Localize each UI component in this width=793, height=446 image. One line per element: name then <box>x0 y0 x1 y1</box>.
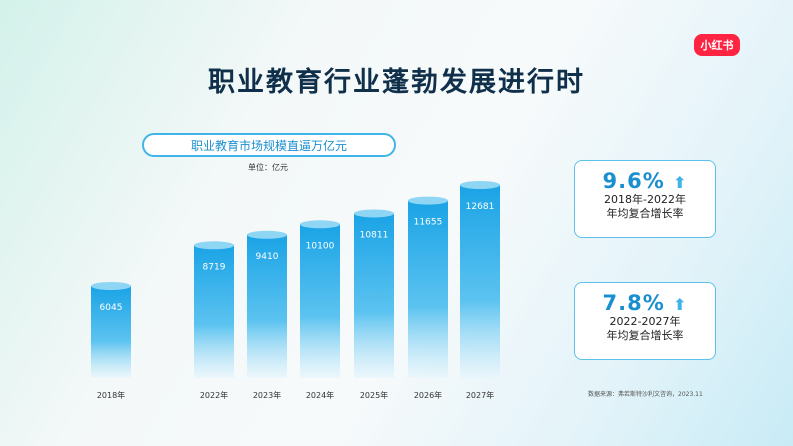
bar <box>194 245 234 378</box>
cagr-label: 年均复合增长率 <box>606 329 684 342</box>
x-tick-label: 2025年 <box>360 390 388 400</box>
data-source: 数据来源：弗若斯特沙利文咨询，2023.11 <box>588 391 703 398</box>
bar-cap <box>194 241 234 250</box>
bar-cap <box>354 209 394 218</box>
xiaohongshu-logo: 小红书 <box>694 34 740 56</box>
bar-cap <box>408 196 448 205</box>
data-label: 9410 <box>256 252 279 262</box>
page-title: 职业教育行业蓬勃发展进行时 <box>208 67 585 98</box>
cagr-label: 年均复合增长率 <box>606 207 684 220</box>
x-tick-label: 2018年 <box>97 390 125 400</box>
x-tick-label: 2026年 <box>414 390 442 400</box>
cagr-card-2018-2022: 9.6% ⬆ 2018年-2022年 年均复合增长率 <box>574 160 716 238</box>
bar-cap <box>247 230 287 239</box>
unit-label: 单位：亿元 <box>248 163 288 172</box>
cagr-value: 7.8% <box>602 291 665 315</box>
bar <box>300 224 340 378</box>
cagr-card-2022-2027: 7.8% ⬆ 2022-2027年 年均复合增长率 <box>574 282 716 360</box>
x-tick-label: 2022年 <box>200 390 228 400</box>
bar-cap <box>300 220 340 229</box>
data-label: 8719 <box>203 262 226 272</box>
x-tick-label: 2023年 <box>253 390 281 400</box>
arrow-up-icon: ⬆ <box>673 295 688 314</box>
cagr-value: 9.6% <box>602 169 665 193</box>
arrow-up-icon: ⬆ <box>673 173 688 192</box>
data-label: 12681 <box>466 202 495 212</box>
cagr-period: 2022-2027年 <box>609 315 681 328</box>
x-tick-label: 2027年 <box>466 390 494 400</box>
bar <box>408 200 448 378</box>
data-label: 6045 <box>100 303 123 313</box>
cagr-period: 2018年-2022年 <box>604 193 686 206</box>
data-label: 11655 <box>414 218 443 228</box>
x-tick-label: 2024年 <box>306 390 334 400</box>
data-label: 10100 <box>306 241 335 251</box>
bar <box>460 185 500 378</box>
bar <box>247 234 287 378</box>
data-label: 10811 <box>360 230 389 240</box>
bar <box>91 285 131 378</box>
bar <box>354 213 394 378</box>
bar-cap <box>460 181 500 189</box>
chart-subtitle: 职业教育市场规模直逼万亿元 <box>142 133 396 157</box>
bar-cap <box>91 281 131 290</box>
